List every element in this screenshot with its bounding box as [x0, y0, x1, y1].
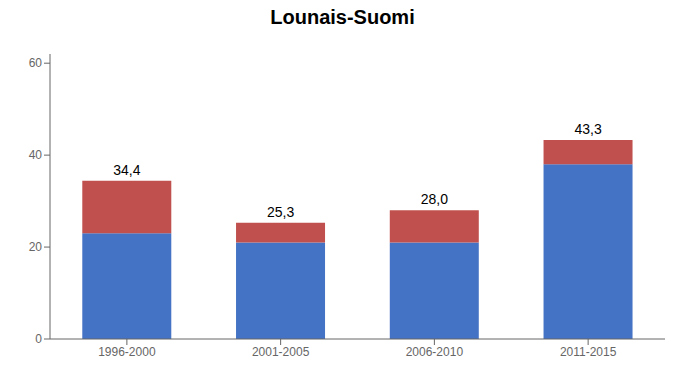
svg-text:34,4: 34,4	[113, 162, 140, 178]
svg-text:43,3: 43,3	[575, 121, 602, 137]
svg-text:2011-2015: 2011-2015	[560, 345, 617, 359]
svg-text:0: 0	[35, 332, 42, 346]
svg-text:40: 40	[29, 148, 43, 162]
svg-text:60: 60	[29, 56, 43, 70]
svg-text:1996-2000: 1996-2000	[98, 345, 156, 359]
svg-text:20: 20	[29, 240, 43, 254]
svg-text:2006-2010: 2006-2010	[406, 345, 464, 359]
html-text:Lounais-Suomi: Lounais-Suomi	[270, 6, 415, 28]
svg-text:25,3: 25,3	[267, 204, 294, 220]
svg-text:2001-2005: 2001-2005	[252, 345, 310, 359]
svg-text:28,0: 28,0	[421, 191, 448, 207]
